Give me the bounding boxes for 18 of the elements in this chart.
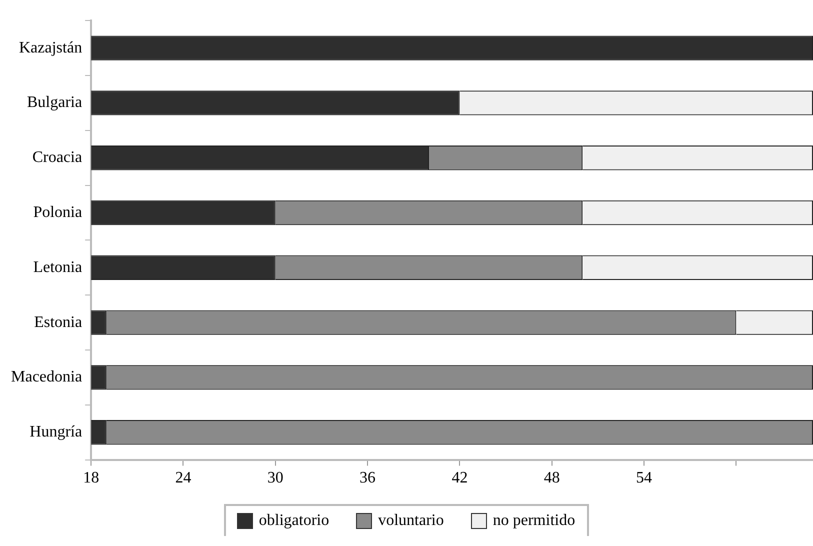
legend-label: no permitido <box>492 512 576 530</box>
x-tick-label: 36 <box>360 470 376 487</box>
x-tick-label: 42 <box>452 470 468 487</box>
y-tick-label: Kazajstán <box>19 39 82 56</box>
y-tick-label: Letonia <box>33 258 82 276</box>
legend-label: obligatorio <box>258 512 330 530</box>
y-tick-label: Estonia <box>34 314 82 331</box>
x-tick-label: 24 <box>175 470 192 487</box>
x-tick-label: 48 <box>544 470 560 487</box>
x-tick-label: 54 <box>636 470 652 487</box>
x-tick-label: 30 <box>267 470 284 487</box>
legend-label: voluntario <box>378 512 444 530</box>
x-tick-label: 18 <box>83 470 100 487</box>
y-tick-label: Hungría <box>30 424 82 441</box>
y-tick-label: Polonia <box>33 204 82 221</box>
y-tick-label: Croacia <box>32 149 82 166</box>
y-tick-label: Bulgaria <box>26 94 82 112</box>
y-tick-label: Macedonia <box>11 368 82 386</box>
